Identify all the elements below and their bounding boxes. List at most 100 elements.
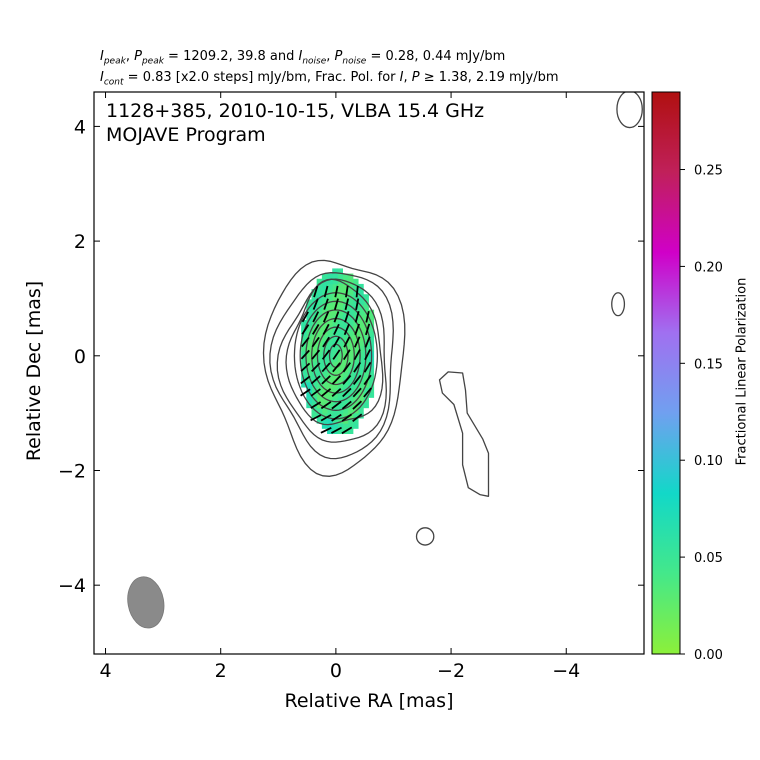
pol-pixel [306,366,312,373]
evpa-vector [341,400,352,410]
pol-pixel [311,376,318,383]
pol-pixel [306,314,312,321]
pol-pixel [358,309,364,316]
source-title: 1128+385, 2010-10-15, VLBA 15.4 GHz [106,100,485,122]
pol-pixel [352,371,359,378]
pol-pixel [358,294,364,300]
pol-pixel [311,320,318,326]
pol-pixel [352,345,359,352]
evpa-vector [312,298,319,310]
pol-pixel [327,314,333,321]
pol-pixel [337,428,343,434]
evpa-vector [321,388,332,397]
pol-pixel [332,351,338,357]
evpa-vector [352,400,363,410]
x-tick-label: 2 [215,660,227,682]
pol-pixel [347,345,354,352]
header-line-2: Icont = 0.83 [x2.0 steps] mJy/bm, Frac. … [100,70,559,88]
pol-pixel [332,283,338,290]
pol-pixel [332,335,338,342]
pol-pixel [368,376,375,383]
pol-pixel [332,418,338,424]
contour-level [285,278,384,426]
evpa-vector [323,298,329,310]
pol-pixel [352,418,359,424]
evpa-vector [300,375,311,385]
pol-pixel [347,273,354,280]
pol-pixel [321,356,328,362]
colorbar [651,91,681,655]
evpa-vector [355,298,360,311]
pol-pixel [301,325,307,331]
pol-pixel [327,340,333,347]
pol-pixel [358,381,364,388]
pol-pixel [321,418,328,424]
evpa-vector [342,374,352,385]
pol-pixel [368,314,375,321]
evpa-vector [311,336,320,348]
pol-pixel [332,412,338,419]
pol-pixel [352,283,359,290]
pol-pixel [363,345,369,352]
pol-pixel [347,356,354,362]
pol-pixel [306,330,312,336]
pol-pixel [337,397,343,404]
pol-pixel [321,325,328,331]
axis-ticks: 4 2 0 −2 −4 4 2 0 −2 −4 [58,92,644,682]
pol-pixel [311,325,318,331]
y-tick-label: 0 [74,346,86,368]
beam-ellipse [127,576,165,629]
pol-pixel [363,294,369,300]
pol-pixel [337,340,343,347]
evpa-vector [311,349,321,360]
evpa-vector [321,349,331,360]
pol-pixel [321,387,328,393]
pol-pixel [337,381,343,388]
pol-pixel [342,407,349,414]
evpa-vector [332,362,341,373]
pol-pixel [311,351,318,357]
pol-pixel [347,278,354,285]
pol-pixel [316,407,323,414]
pol-pixel [316,351,323,357]
pol-pixel [337,268,343,274]
pol-pixel [358,320,364,326]
pol-pixel [327,402,333,409]
pol-pixel [358,304,364,311]
evpa-vector [331,400,342,410]
pol-pixel [321,412,328,419]
evpa-vector [300,349,310,360]
contour-level [293,292,379,420]
pol-pixel [342,314,349,321]
evpa-vector [322,336,330,348]
evpa-vector [322,311,330,323]
evpa-vector [354,323,360,336]
pol-pixel [316,294,323,300]
pol-pixel [332,392,338,398]
pol-pixel [321,371,328,378]
pol-pixel [342,283,349,290]
pol-pixel [332,371,338,378]
evpa-vector [334,285,339,298]
pol-pixel [358,325,364,331]
colorbar-tick-label: 0.10 [694,454,723,469]
evpa-vector [353,336,361,348]
evpa-vector [352,374,362,385]
pol-pixel [306,351,312,357]
contour-level [328,343,343,368]
pol-pixel [311,289,318,295]
y-tick-label: −4 [58,575,86,597]
evpa-vector [344,298,350,310]
pol-pixel [327,304,333,311]
evpa-vector [353,361,362,373]
pol-pixel [327,283,333,290]
pol-pixel [327,428,333,434]
colorbar-tick-label: 0.00 [694,648,723,663]
pol-pixel [332,345,338,352]
pol-pixel [306,325,312,331]
header-line-1: Ipeak, Ppeak = 1209.2, 39.8 and Inoise, … [100,49,506,67]
pol-pixel [332,356,338,362]
pol-pixel [337,407,343,414]
pol-pixel [352,412,359,419]
